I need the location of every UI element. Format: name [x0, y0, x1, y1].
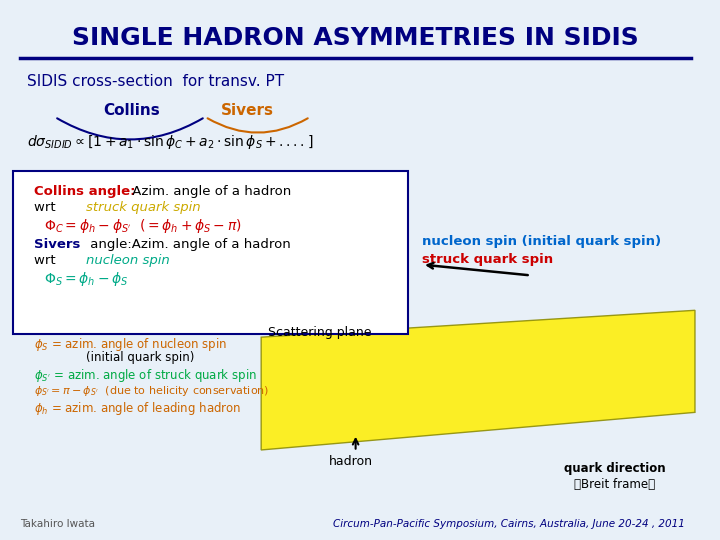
Text: SINGLE HADRON ASYMMETRIES IN SIDIS: SINGLE HADRON ASYMMETRIES IN SIDIS	[72, 25, 639, 50]
Text: Sivers: Sivers	[34, 238, 80, 251]
Text: hadron: hadron	[329, 455, 373, 468]
Text: Collins angle:: Collins angle:	[34, 185, 135, 198]
Text: （Breit frame）: （Breit frame）	[574, 478, 655, 491]
Text: $\phi_S$ = azim. angle of nucleon spin: $\phi_S$ = azim. angle of nucleon spin	[34, 335, 227, 353]
Text: $d\sigma_{SIDID} \propto \left[1 + a_1 \cdot \sin\phi_C + a_2 \cdot \sin\phi_S +: $d\sigma_{SIDID} \propto \left[1 + a_1 \…	[27, 133, 313, 151]
Text: wrt: wrt	[34, 254, 68, 267]
Text: Scattering plane: Scattering plane	[268, 326, 372, 340]
Text: nucleon spin: nucleon spin	[86, 254, 170, 267]
Text: Sivers: Sivers	[220, 104, 274, 118]
Text: quark direction: quark direction	[564, 462, 665, 475]
Text: $\Phi_C = \phi_h - \phi_{S^\prime}$  $(= \phi_h + \phi_S - \pi)$: $\Phi_C = \phi_h - \phi_{S^\prime}$ $(= …	[44, 218, 242, 235]
Text: wrt: wrt	[34, 201, 68, 214]
Text: Azim. angle of a hadron: Azim. angle of a hadron	[128, 185, 292, 198]
Text: (initial quark spin): (initial quark spin)	[86, 350, 194, 363]
Text: angle:Azim. angle of a hadron: angle:Azim. angle of a hadron	[86, 238, 291, 251]
Text: SIDIS cross-section  for transv. PT: SIDIS cross-section for transv. PT	[27, 74, 284, 89]
Text: struck quark spin: struck quark spin	[86, 201, 201, 214]
Text: $\phi_{S'}= \pi - \phi_{S'}$  (due to helicity conservation): $\phi_{S'}= \pi - \phi_{S'}$ (due to hel…	[34, 384, 269, 398]
Text: Takahiro Iwata: Takahiro Iwata	[19, 519, 95, 529]
Polygon shape	[261, 310, 695, 450]
Text: Collins: Collins	[104, 104, 160, 118]
Text: nucleon spin (initial quark spin): nucleon spin (initial quark spin)	[422, 235, 661, 248]
Text: struck quark spin: struck quark spin	[422, 253, 553, 266]
Text: $\phi_{S'}$ = azim. angle of struck quark spin: $\phi_{S'}$ = azim. angle of struck quar…	[34, 367, 256, 384]
Text: Circum-Pan-Pacific Symposium, Cairns, Australia, June 20-24 , 2011: Circum-Pan-Pacific Symposium, Cairns, Au…	[333, 519, 685, 529]
Text: $\phi_h$ = azim. angle of leading hadron: $\phi_h$ = azim. angle of leading hadron	[34, 400, 241, 417]
Text: $\Phi_S = \phi_h - \phi_S$: $\Phi_S = \phi_h - \phi_S$	[44, 270, 129, 288]
FancyBboxPatch shape	[13, 171, 408, 334]
